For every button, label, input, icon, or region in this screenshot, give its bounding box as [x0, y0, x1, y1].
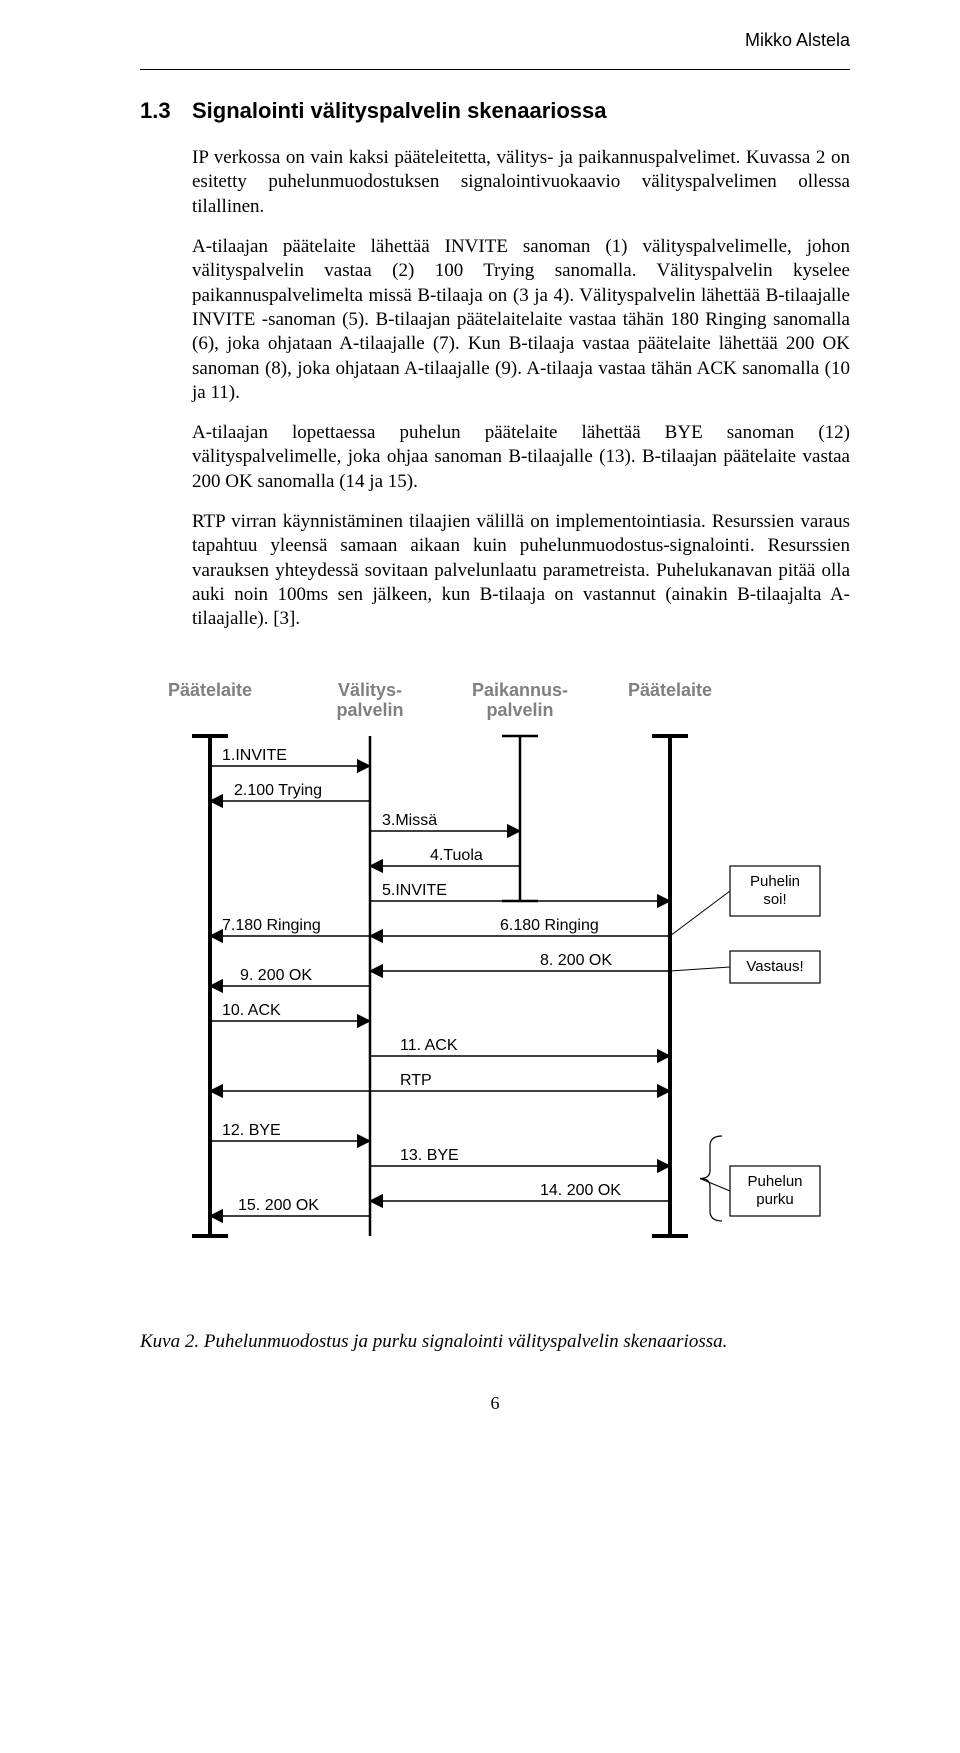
sequence-svg: PäätelaiteVälitys-palvelinPaikannus-palv… [140, 676, 870, 1296]
annotation-connector [670, 891, 730, 936]
paragraph-2: A-tilaajan päätelaite lähettää INVITE sa… [192, 235, 850, 405]
message-label: 11. ACK [400, 1037, 458, 1054]
section-title: Signalointi välityspalvelin skenaariossa [192, 98, 607, 123]
annotation-brace [700, 1136, 722, 1221]
lifeline-header: Paikannus- [472, 680, 568, 700]
figure-caption: Kuva 2. Puhelunmuodostus ja purku signal… [140, 1331, 850, 1353]
author-name: Mikko Alstela [140, 30, 850, 51]
annotation-text: Puhelun [747, 1173, 802, 1190]
section-number: 1.3 [140, 98, 192, 124]
lifeline-header: palvelin [336, 700, 403, 720]
message-label: 7.180 Ringing [222, 917, 321, 934]
lifeline-header: Päätelaite [168, 680, 252, 700]
page-number: 6 [140, 1393, 850, 1414]
message-label: 2.100 Trying [234, 782, 322, 799]
message-label: 3.Missä [382, 812, 437, 829]
lifeline-header: palvelin [486, 700, 553, 720]
paragraph-4: RTP virran käynnistäminen tilaajien väli… [192, 510, 850, 632]
message-label: 4.Tuola [430, 847, 483, 864]
sequence-diagram: PäätelaiteVälitys-palvelinPaikannus-palv… [140, 676, 850, 1301]
top-rule [140, 69, 850, 70]
message-label: 12. BYE [222, 1122, 281, 1139]
message-label: 13. BYE [400, 1147, 459, 1164]
annotation-connector [700, 1178, 730, 1191]
annotation-text: soi! [763, 891, 786, 908]
paragraph-1: IP verkossa on vain kaksi pääteleitetta,… [192, 146, 850, 219]
section-heading: 1.3Signalointi välityspalvelin skenaario… [140, 98, 850, 124]
message-label: 9. 200 OK [240, 967, 312, 984]
annotation-text: Puhelin [750, 873, 800, 890]
lifeline-header: Välitys- [338, 680, 402, 700]
body-text: IP verkossa on vain kaksi pääteleitetta,… [192, 146, 850, 632]
message-label: 8. 200 OK [540, 952, 612, 969]
annotation-text: purku [756, 1191, 794, 1208]
message-label: 14. 200 OK [540, 1182, 621, 1199]
message-label: 6.180 Ringing [500, 917, 599, 934]
message-label: 1.INVITE [222, 747, 287, 764]
paragraph-3: A-tilaajan lopettaessa puhelun päätelait… [192, 421, 850, 494]
message-label: 15. 200 OK [238, 1197, 319, 1214]
message-label: 5.INVITE [382, 882, 447, 899]
message-label: 10. ACK [222, 1002, 281, 1019]
message-label: RTP [400, 1072, 432, 1089]
annotation-connector [670, 967, 730, 971]
annotation-text: Vastaus! [746, 958, 803, 975]
lifeline-header: Päätelaite [628, 680, 712, 700]
